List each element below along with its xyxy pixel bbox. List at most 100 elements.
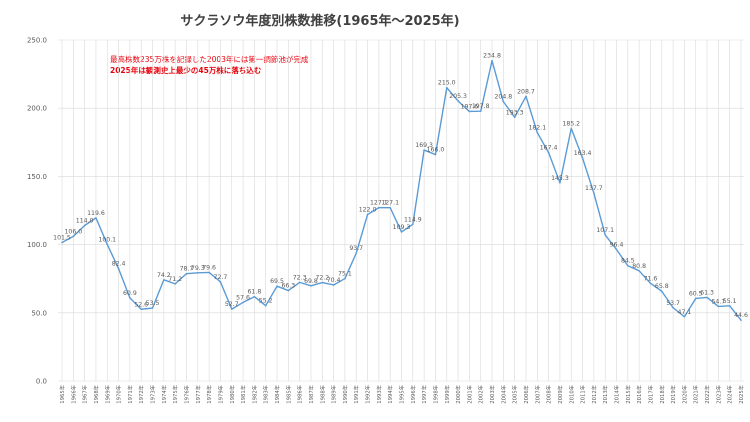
x-tick-label: 1987年 — [307, 384, 315, 403]
x-tick-label: 1984年 — [273, 384, 281, 403]
data-point — [242, 301, 244, 304]
data-point — [728, 305, 731, 307]
data-point — [129, 297, 131, 299]
x-tick-label: 1990年 — [341, 384, 349, 403]
x-tick-label: 2003年 — [488, 384, 496, 403]
x-tick-label: 2015年 — [624, 384, 632, 403]
data-label: 185.2 — [562, 120, 580, 127]
data-point — [344, 277, 346, 280]
data-point — [208, 271, 210, 274]
data-label: 109.3 — [393, 224, 411, 231]
data-label: 72.7 — [214, 274, 228, 281]
data-point — [525, 95, 527, 98]
data-label: 66.3 — [281, 283, 295, 290]
data-point — [649, 282, 652, 285]
data-label: 204.8 — [494, 94, 512, 101]
x-tick-label: 1965年 — [58, 384, 66, 403]
data-label: 107.1 — [596, 227, 614, 234]
x-tick-label: 2013年 — [601, 384, 609, 403]
data-label: 61.3 — [700, 289, 714, 296]
x-tick-label: 1970年 — [115, 384, 123, 403]
data-label: 82.4 — [112, 261, 126, 268]
data-point — [355, 252, 358, 254]
data-point — [683, 315, 686, 318]
data-point — [117, 267, 120, 270]
x-tick-label: 2021年 — [692, 384, 700, 403]
data-point — [174, 283, 176, 285]
data-point — [570, 127, 573, 130]
data-label: 100.1 — [98, 236, 116, 243]
data-label: 197.8 — [472, 103, 490, 110]
x-tick-label: 1971年 — [126, 384, 134, 403]
x-tick-label: 2004年 — [499, 384, 507, 403]
x-tick-label: 2012年 — [590, 384, 598, 403]
data-labels: 101.5106.0114.0119.6100.182.460.952.653.… — [53, 53, 748, 319]
x-tick-label: 2001年 — [465, 384, 473, 403]
x-tick-label: 2007年 — [533, 384, 541, 403]
data-label: 70.4 — [327, 277, 341, 284]
y-tick-label: 200.0 — [27, 105, 47, 113]
data-label: 71.2 — [168, 276, 182, 283]
data-point — [230, 308, 233, 310]
data-label: 122.0 — [359, 207, 377, 214]
data-point — [445, 86, 448, 89]
data-label: 169.3 — [415, 142, 433, 149]
data-label: 69.8 — [304, 278, 318, 285]
x-tick-label: 1985年 — [284, 384, 292, 403]
data-label: 84.5 — [621, 258, 635, 265]
data-point — [163, 278, 165, 281]
data-point — [479, 110, 482, 113]
data-label: 101.5 — [53, 235, 71, 242]
data-point — [672, 306, 674, 309]
data-point — [219, 281, 222, 283]
data-label: 72.3 — [293, 274, 307, 281]
x-tick-label: 1972年 — [137, 384, 145, 403]
data-point — [468, 110, 471, 113]
data-point — [378, 206, 380, 209]
data-point — [740, 319, 742, 321]
data-label: 53.5 — [146, 300, 160, 307]
x-tick-label: 2019年 — [669, 384, 677, 403]
x-tick-label: 2000年 — [454, 384, 462, 403]
x-tick-label: 1976年 — [182, 384, 190, 403]
data-point — [706, 296, 708, 299]
data-label: 163.4 — [574, 150, 592, 157]
data-point — [536, 131, 539, 134]
data-point — [423, 149, 425, 151]
data-label: 55.2 — [259, 298, 273, 305]
data-label: 93.7 — [349, 245, 363, 252]
data-point — [140, 308, 143, 311]
chart-title: サクラソウ年度別株数推移(1965年～2025年) — [180, 14, 460, 29]
data-point — [559, 182, 561, 184]
data-point — [264, 304, 267, 307]
x-tick-label: 1981年 — [239, 384, 247, 403]
data-point — [185, 272, 188, 275]
x-tick-label: 1998年 — [431, 384, 439, 403]
x-tick-label: 1983年 — [262, 384, 270, 403]
x-tick-label: 2011年 — [579, 384, 587, 403]
data-label: 215.0 — [438, 80, 456, 87]
y-tick-label: 250.0 — [27, 37, 47, 45]
data-point — [581, 157, 584, 159]
x-axis-ticks: 1965年 1966年 1967年 1968年 1969年 1970年 1971年 1972年… — [58, 384, 745, 403]
grid-lines — [58, 39, 744, 382]
x-tick-label: 1986年 — [296, 384, 304, 403]
x-tick-label: 1994年 — [386, 384, 394, 403]
data-points — [61, 59, 742, 321]
x-tick-label: 1968年 — [92, 384, 100, 403]
data-label: 127.1 — [381, 200, 399, 207]
data-point — [61, 241, 63, 244]
x-tick-label: 1967年 — [81, 384, 89, 403]
x-tick-label: 1982年 — [250, 384, 258, 403]
data-label: 106.0 — [64, 228, 82, 235]
x-tick-label: 2005年 — [511, 384, 519, 403]
y-tick-label: 150.0 — [27, 173, 47, 181]
data-label: 79.6 — [202, 264, 216, 271]
data-point — [434, 153, 437, 156]
x-tick-label: 2020年 — [680, 384, 688, 403]
y-axis-ticks: 0.0 50.0 100.0 150.0 200.0 250.0 — [27, 37, 47, 386]
data-label: 78.7 — [180, 266, 194, 273]
data-point — [276, 285, 278, 288]
data-label: 114.0 — [76, 218, 94, 225]
data-point — [83, 224, 86, 227]
